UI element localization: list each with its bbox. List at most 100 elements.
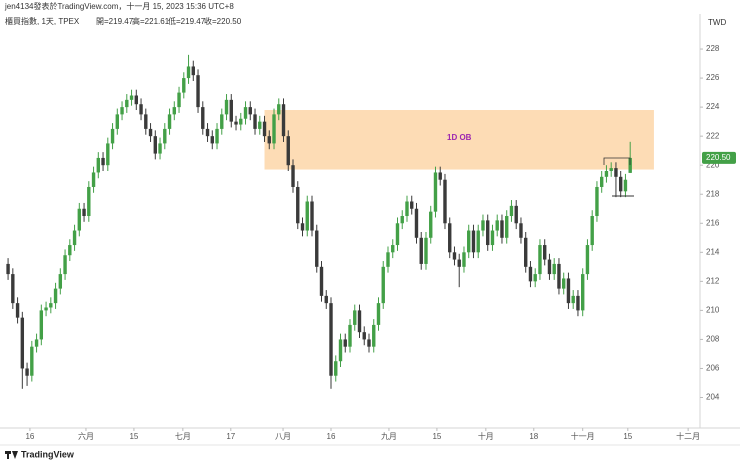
- candle-body: [53, 288, 58, 304]
- candle-body: [590, 216, 594, 246]
- last-price-badge: [702, 151, 736, 164]
- candle-body: [201, 107, 205, 129]
- candle-body: [34, 339, 39, 347]
- candle-body: [239, 118, 243, 125]
- last-price-label: 220.50: [706, 153, 731, 162]
- x-tick-label: 15: [129, 432, 138, 441]
- candle-body: [448, 223, 452, 253]
- candle-body: [538, 245, 542, 275]
- candle-body: [300, 223, 305, 231]
- candle-body: [395, 223, 400, 246]
- candle-body: [82, 208, 86, 217]
- candle-body: [11, 274, 15, 304]
- candle-body: [338, 339, 343, 362]
- candle-body: [524, 237, 528, 267]
- candle-body: [177, 92, 181, 108]
- y-tick-label: 210: [706, 306, 720, 315]
- candle-body: [115, 114, 119, 129]
- candle-body: [272, 114, 276, 144]
- candle-body: [443, 179, 447, 224]
- candle-body: [305, 201, 309, 231]
- candle-body: [106, 143, 110, 166]
- x-tick-label: 16: [25, 432, 34, 441]
- candle-body: [220, 114, 224, 129]
- y-tick-label: 216: [706, 218, 720, 227]
- candle-body: [101, 157, 105, 166]
- candle-body: [414, 208, 419, 238]
- candle-body: [519, 223, 523, 238]
- candle-body: [172, 107, 176, 115]
- candle-body: [96, 157, 101, 173]
- candle-body: [319, 266, 324, 296]
- candle-body: [500, 220, 504, 238]
- x-tick-label: 九月: [381, 432, 397, 441]
- candle-body: [599, 176, 604, 187]
- candle-body: [129, 95, 134, 100]
- ob-zone: [264, 110, 654, 170]
- candle-body: [20, 317, 25, 369]
- candle-body: [367, 339, 371, 347]
- candle-body: [25, 368, 29, 376]
- candle-body: [215, 128, 219, 144]
- candle-body: [462, 252, 466, 267]
- candle-body: [452, 252, 457, 260]
- candle-body: [381, 266, 385, 304]
- candle-body: [353, 310, 357, 325]
- candle-body: [72, 230, 77, 246]
- candle-body: [120, 107, 124, 115]
- candle-body: [91, 172, 96, 187]
- candle-body: [139, 104, 143, 115]
- candle-body: [191, 66, 195, 76]
- candle-body: [405, 201, 409, 217]
- x-tick-label: 十二月: [676, 431, 700, 441]
- candle-body: [243, 107, 248, 119]
- candle-body: [457, 259, 461, 267]
- candle-body: [547, 259, 552, 275]
- candle-body: [148, 128, 153, 137]
- candle-body: [566, 278, 571, 304]
- candle-body: [205, 128, 210, 137]
- candle-body: [585, 245, 590, 275]
- candle-body: [87, 186, 91, 217]
- candle-body: [134, 95, 138, 105]
- candle-body: [158, 143, 162, 154]
- candle-body: [186, 66, 191, 79]
- x-tick-label: 15: [623, 432, 632, 441]
- candle-body: [281, 104, 286, 137]
- candle-body: [315, 230, 319, 267]
- candle-body: [386, 252, 390, 267]
- candle-body: [248, 107, 252, 115]
- candle-body: [343, 339, 347, 347]
- candle-body: [490, 230, 495, 246]
- candle-body: [505, 216, 509, 238]
- candle-body: [286, 136, 290, 166]
- candle-body: [296, 186, 300, 224]
- candle-body: [167, 114, 172, 129]
- y-tick-label: 218: [706, 189, 720, 198]
- candle-body: [182, 78, 186, 93]
- logo: [5, 451, 18, 459]
- candle-body: [63, 255, 67, 275]
- x-tick-label: 15: [432, 432, 441, 441]
- candle-body: [110, 128, 115, 144]
- ohlc-high: 高=221.61: [132, 16, 170, 26]
- candle-body: [224, 99, 229, 115]
- candle-body: [433, 172, 438, 212]
- candle-body: [44, 307, 48, 311]
- candle-body: [467, 230, 471, 253]
- candle-body: [310, 201, 314, 231]
- candle-body: [419, 237, 423, 264]
- candle-body: [486, 220, 490, 246]
- candle-body: [533, 274, 537, 282]
- candle-body: [543, 245, 547, 260]
- candle-body: [509, 205, 514, 217]
- candle-body: [571, 295, 575, 304]
- candle-body: [471, 230, 476, 253]
- symbol: 櫃買指數, 1天, TPEX: [5, 16, 80, 26]
- y-tick-label: 228: [706, 44, 720, 53]
- ohlc-open: 開=219.47: [96, 17, 134, 26]
- candle-body: [552, 263, 556, 275]
- candle-body: [253, 114, 257, 129]
- y-tick-label: 212: [706, 276, 720, 285]
